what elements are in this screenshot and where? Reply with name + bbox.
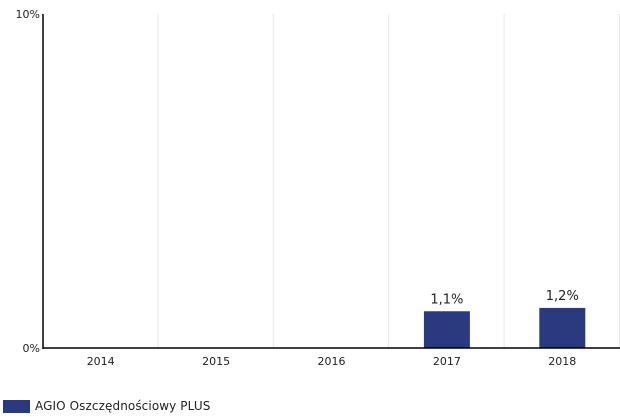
data-labels: 1,1% 1,2% [430,289,578,307]
x-tick-label: 2018 [548,355,576,368]
x-tick-label: 2016 [318,355,346,368]
bars [423,307,586,348]
ticks: 0% 10% 2014 2015 2016 2017 2018 [16,8,577,368]
data-label: 1,2% [546,289,579,304]
x-tick-label: 2015 [202,355,230,368]
axes [42,14,620,349]
legend-swatch [3,399,30,413]
bar [423,311,470,348]
x-tick-label: 2017 [433,355,461,368]
y-tick-label: 0% [23,342,40,355]
legend-label: AGIO Oszczędnościowy PLUS [35,399,211,413]
x-tick-label: 2014 [87,355,115,368]
data-label: 1,1% [430,292,463,307]
legend: AGIO Oszczędnościowy PLUS [3,399,210,413]
y-tick-label: 10% [16,8,40,21]
bar [539,307,586,348]
